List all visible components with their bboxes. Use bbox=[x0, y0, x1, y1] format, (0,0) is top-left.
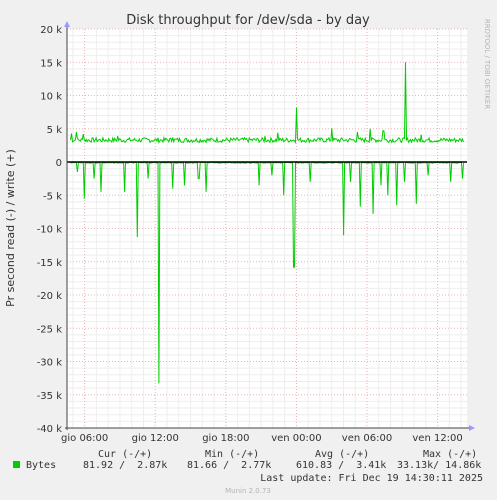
legend-header-cur: Cur (-/+) bbox=[98, 449, 152, 460]
legend-avg: 610.83 / 3.41k bbox=[296, 460, 386, 471]
legend-header-min: Min (-/+) bbox=[205, 449, 259, 460]
legend-header-max: Max (-/+) bbox=[423, 449, 477, 460]
y-tick-label: -25 k bbox=[37, 324, 63, 335]
y-tick-label: 5 k bbox=[47, 125, 63, 136]
axes bbox=[64, 21, 475, 431]
y-tick-label: 20 k bbox=[40, 25, 62, 36]
legend: Cur (-/+) Min (-/+) Avg (-/+) Max (-/+) … bbox=[13, 449, 483, 495]
legend-min: 81.66 / 2.77k bbox=[187, 460, 271, 471]
legend-swatch-bytes bbox=[13, 461, 20, 468]
side-label: RRDTOOL / TOBI OETIKER bbox=[483, 19, 491, 109]
legend-cur: 81.92 / 2.87k bbox=[83, 460, 167, 471]
y-tick-label: -30 k bbox=[37, 358, 63, 369]
grid bbox=[67, 28, 467, 429]
x-tick-label: gio 06:00 bbox=[61, 433, 108, 444]
x-tick-label: ven 06:00 bbox=[342, 433, 392, 444]
x-tick-label: gio 12:00 bbox=[132, 433, 179, 444]
y-tick-label: 15 k bbox=[40, 58, 62, 69]
x-tick-labels: gio 06:00 gio 12:00 gio 18:00 ven 00:00 ven … bbox=[61, 433, 463, 444]
y-tick-labels: 20 k 15 k 10 k 5 k 0 -5 k -10 k -15 k -20 k -25 k… bbox=[37, 25, 63, 435]
legend-series-name: Bytes bbox=[26, 460, 56, 471]
y-tick-label: 10 k bbox=[40, 92, 62, 103]
y-tick-label: -15 k bbox=[37, 258, 63, 269]
y-tick-label: -20 k bbox=[37, 291, 63, 302]
chart-title: Disk throughput for /dev/sda - by day bbox=[126, 13, 370, 28]
x-tick-label: gio 18:00 bbox=[202, 433, 249, 444]
y-tick-label: -5 k bbox=[43, 191, 62, 202]
x-tick-label: ven 12:00 bbox=[412, 433, 462, 444]
legend-header-avg: Avg (-/+) bbox=[315, 449, 369, 460]
y-axis-label: Pr second read (-) / write (+) bbox=[4, 149, 17, 307]
series-write-line bbox=[70, 62, 464, 144]
munin-version: Munin 2.0.73 bbox=[225, 487, 271, 495]
y-tick-label: -10 k bbox=[37, 225, 63, 236]
legend-max: 33.13k/ 14.86k bbox=[397, 460, 481, 471]
last-update: Last update: Fri Dec 19 14:30:11 2025 bbox=[260, 473, 483, 484]
y-tick-label: -35 k bbox=[37, 391, 63, 402]
y-tick-label: 0 bbox=[56, 158, 62, 169]
y-axis-arrow bbox=[64, 21, 70, 27]
x-axis-arrow bbox=[469, 425, 475, 431]
y-tick-label: -40 k bbox=[37, 424, 63, 435]
x-tick-label: ven 00:00 bbox=[271, 433, 321, 444]
